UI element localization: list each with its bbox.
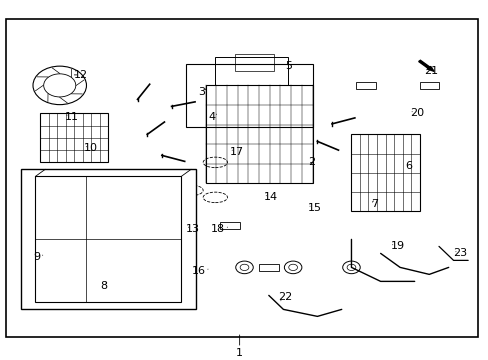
Bar xyxy=(259,264,278,271)
Text: 23: 23 xyxy=(453,248,467,258)
Text: 11: 11 xyxy=(64,112,79,122)
Text: 20: 20 xyxy=(409,108,423,118)
Bar xyxy=(220,222,239,229)
Text: 7: 7 xyxy=(370,199,377,210)
Text: 19: 19 xyxy=(389,242,404,251)
Bar xyxy=(234,54,273,71)
Text: 15: 15 xyxy=(307,203,321,213)
Text: 21: 21 xyxy=(424,66,438,76)
Text: 13: 13 xyxy=(186,224,200,234)
Text: 14: 14 xyxy=(264,192,278,202)
Text: 17: 17 xyxy=(229,147,244,157)
Bar xyxy=(21,170,196,309)
Text: 2: 2 xyxy=(307,157,314,167)
Text: 12: 12 xyxy=(74,70,88,80)
Bar xyxy=(351,134,419,211)
Bar xyxy=(205,85,312,183)
Text: 16: 16 xyxy=(191,266,205,276)
Bar xyxy=(356,82,375,89)
Text: 3: 3 xyxy=(198,87,205,98)
Bar xyxy=(419,82,438,89)
Text: 5: 5 xyxy=(284,62,291,71)
Text: 9: 9 xyxy=(33,252,40,262)
FancyArrow shape xyxy=(418,60,433,71)
Text: 8: 8 xyxy=(100,282,107,291)
Bar xyxy=(35,176,181,302)
Bar xyxy=(215,57,287,85)
Bar xyxy=(186,64,312,127)
Text: 6: 6 xyxy=(404,161,411,171)
Text: 10: 10 xyxy=(84,143,98,153)
Bar xyxy=(40,113,108,162)
Text: 18: 18 xyxy=(210,224,224,234)
Text: 4: 4 xyxy=(208,112,215,122)
Text: 22: 22 xyxy=(278,292,292,302)
Text: 1: 1 xyxy=(236,348,243,358)
